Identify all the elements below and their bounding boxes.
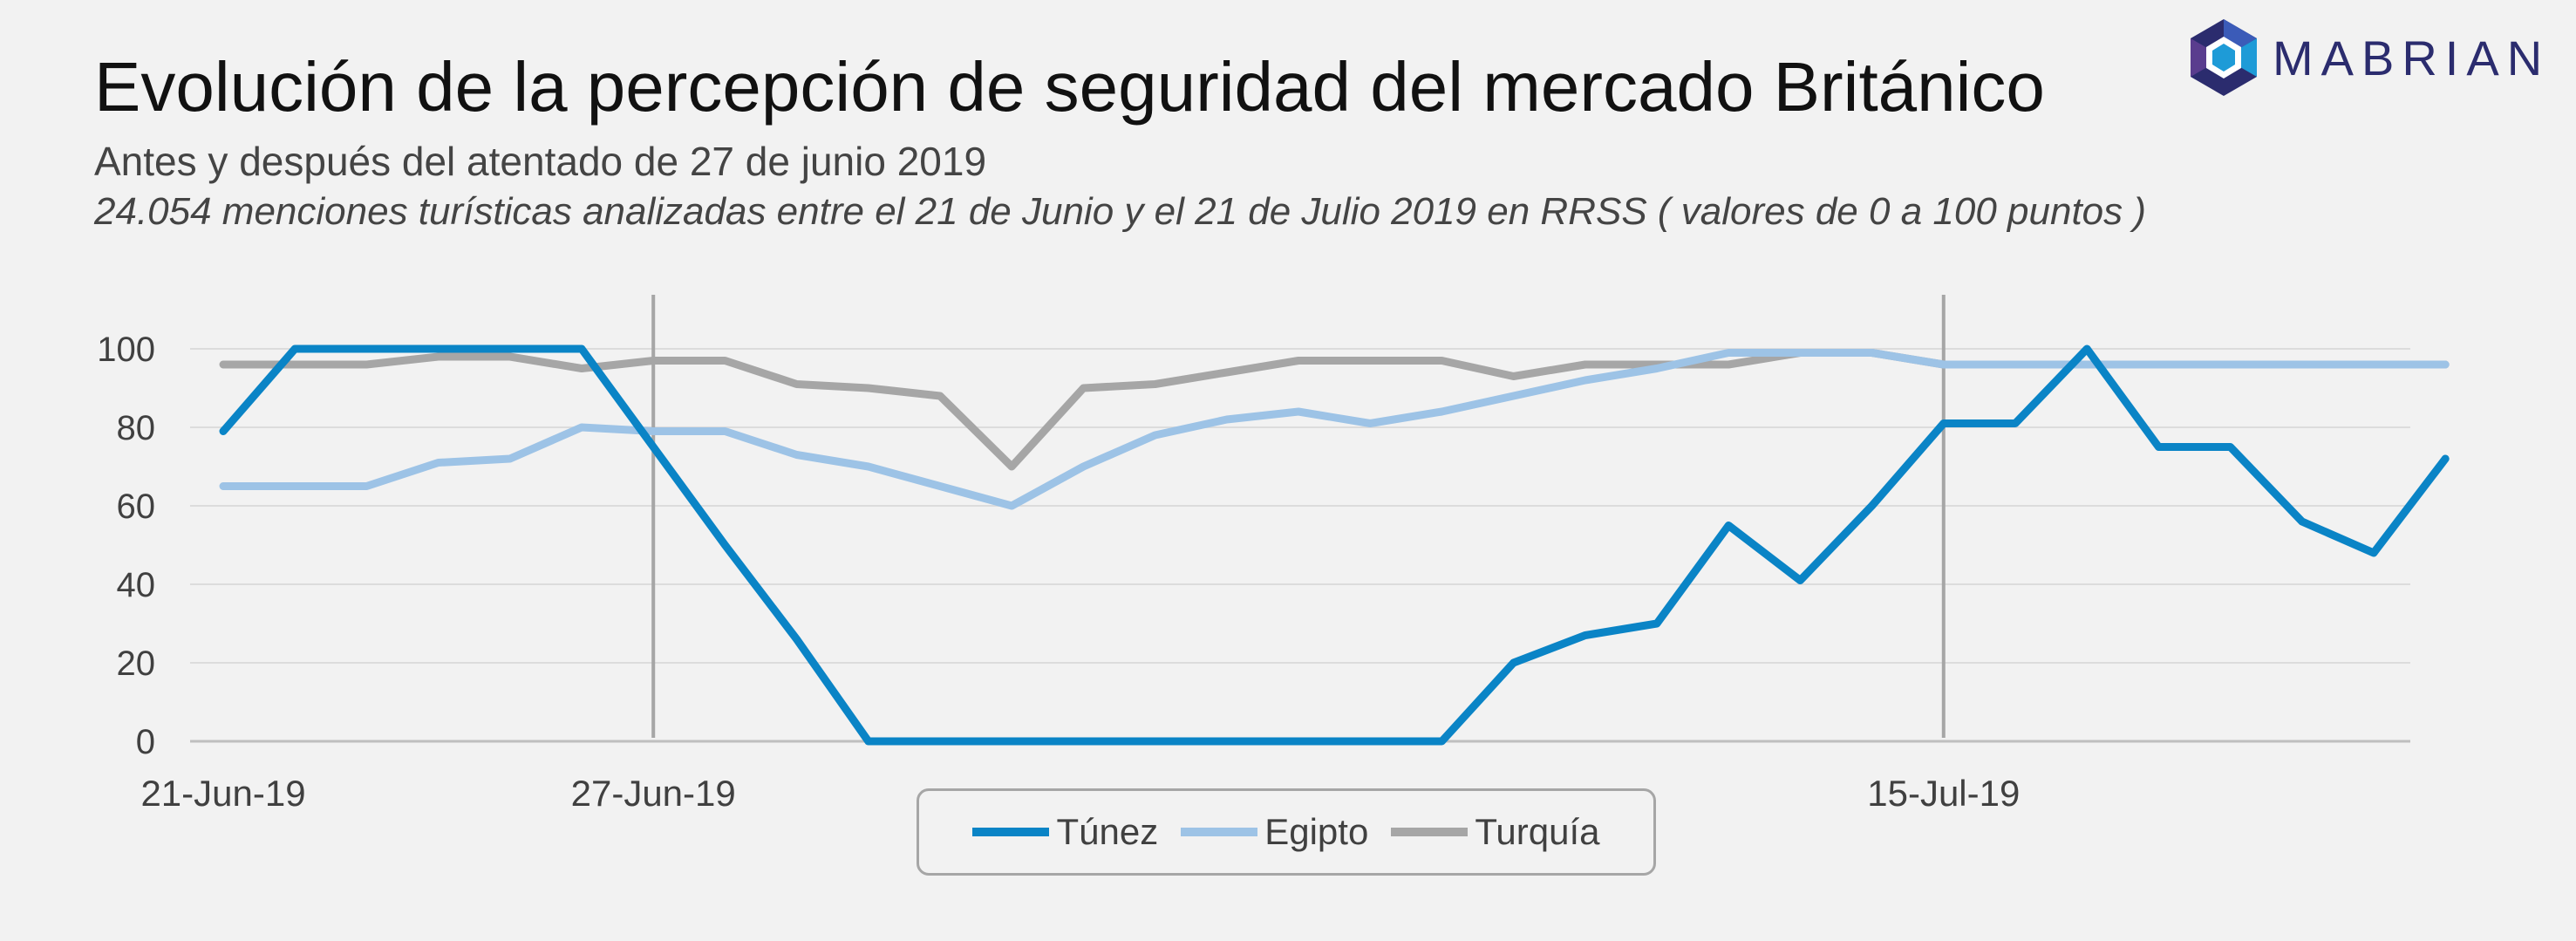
legend-label: Turquía bbox=[1475, 811, 1600, 852]
series-line-turquía bbox=[219, 349, 2450, 471]
x-tick-label: 27-Jun-19 bbox=[571, 773, 736, 814]
x-tick-label: 21-Jun-19 bbox=[140, 773, 305, 814]
chart-subtitle: Antes y después del atentado de 27 de ju… bbox=[94, 139, 987, 184]
y-tick-label: 20 bbox=[117, 644, 156, 683]
legend-item: Túnez bbox=[972, 811, 1158, 853]
logo-text: MABRIAN bbox=[2273, 30, 2551, 85]
legend-swatch bbox=[1391, 828, 1469, 836]
series-line-egipto bbox=[219, 349, 2450, 510]
chart-title: Evolución de la percepción de seguridad … bbox=[94, 48, 2045, 126]
mabrian-logo-icon bbox=[2191, 19, 2257, 96]
y-tick-label: 0 bbox=[136, 723, 155, 761]
legend-item: Egipto bbox=[1181, 811, 1368, 853]
y-tick-label: 40 bbox=[117, 566, 156, 604]
legend-swatch bbox=[972, 828, 1050, 836]
y-tick-label: 80 bbox=[117, 409, 156, 447]
series-line-túnez bbox=[219, 344, 2450, 746]
legend-swatch bbox=[1181, 828, 1258, 836]
x-tick-label: 15-Jul-19 bbox=[1867, 773, 2020, 814]
legend-label: Egipto bbox=[1264, 811, 1369, 852]
y-tick-label: 60 bbox=[117, 488, 156, 526]
legend-label: Túnez bbox=[1056, 811, 1159, 852]
legend-item: Turquía bbox=[1391, 811, 1600, 853]
chart-description: 24.054 menciones turísticas analizadas e… bbox=[94, 190, 2147, 233]
mabrian-logo: MABRIAN bbox=[2187, 16, 2562, 99]
y-tick-label: 100 bbox=[97, 331, 155, 369]
chart-legend: Túnez Egipto Turquía bbox=[917, 788, 1656, 876]
